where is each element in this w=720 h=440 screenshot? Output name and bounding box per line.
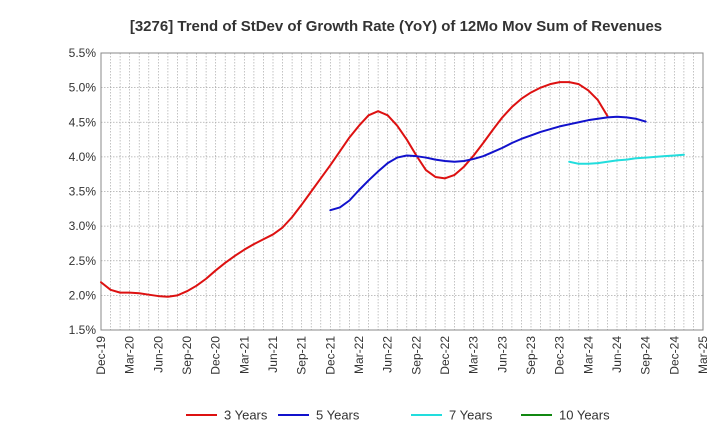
y-tick-label: 4.5% [69,115,97,129]
x-tick-label: Jun-21 [266,336,280,373]
y-tick-label: 2.0% [69,288,97,302]
y-tick-label: 3.5% [69,185,97,199]
plot-area [100,81,685,298]
y-tick-label: 2.5% [69,254,97,268]
x-tick-label: Mar-25 [696,336,710,374]
x-tick-label: Mar-23 [467,336,481,374]
legend-label: 3 Years [224,408,268,423]
x-tick-label: Dec-21 [323,336,337,375]
grid [100,52,704,331]
x-tick-label: Sep-24 [639,336,653,375]
series-line-3-years [100,81,609,298]
x-tick-label: Sep-20 [180,336,194,375]
x-tick-label: Mar-20 [123,336,137,374]
x-tick-label: Mar-21 [237,336,251,374]
chart-title: [3276] Trend of StDev of Growth Rate (Yo… [130,18,662,35]
x-tick-label: Jun-20 [151,336,165,373]
y-tick-label: 5.0% [69,81,97,95]
x-tick-label: Jun-22 [381,336,395,373]
x-tick-label: Mar-22 [352,336,366,374]
y-tick-label: 4.0% [69,150,97,164]
axes: 5.5%5.0%4.5%4.0%3.5%3.0%2.5%2.0%1.5%Dec-… [69,46,710,375]
x-tick-label: Sep-22 [409,336,423,375]
x-tick-label: Jun-23 [495,336,509,373]
legend: 3 Years 5 Years 7 Years 10 Years [186,408,610,423]
x-tick-label: Dec-19 [94,336,108,375]
legend-label: 10 Years [559,408,610,423]
y-tick-label: 1.5% [69,323,97,337]
legend-label: 7 Years [449,408,493,423]
series-line-5-years [329,115,647,212]
y-tick-label: 3.0% [69,219,97,233]
x-tick-label: Sep-21 [295,336,309,375]
x-tick-label: Sep-23 [524,336,538,375]
x-tick-label: Mar-24 [581,336,595,374]
legend-label: 5 Years [316,408,360,423]
x-tick-label: Dec-22 [438,336,452,375]
series-line-7-years [568,153,685,165]
x-tick-label: Dec-20 [209,336,223,375]
x-tick-label: Dec-23 [553,336,567,375]
y-tick-label: 5.5% [69,46,97,60]
x-tick-label: Dec-24 [667,336,681,375]
x-tick-label: Jun-24 [610,336,624,373]
plot-border [100,52,704,331]
